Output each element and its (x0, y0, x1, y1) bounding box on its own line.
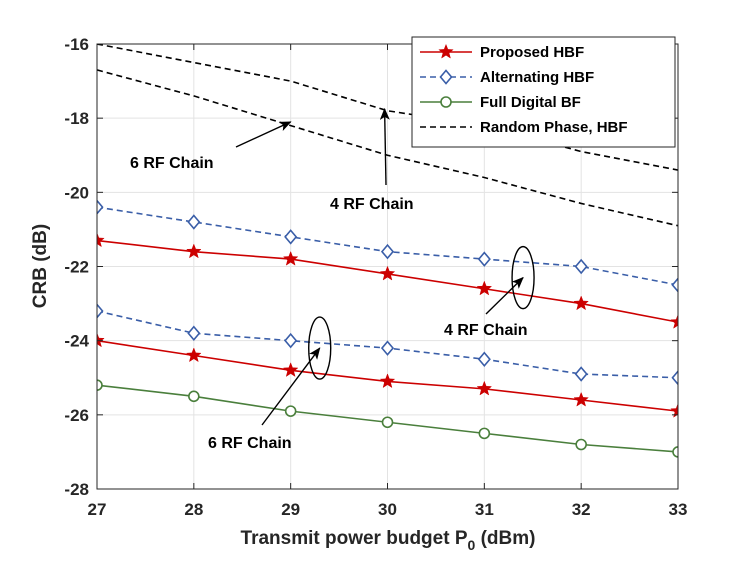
data-point-alternating-hbf-6-rf-chain (284, 332, 298, 349)
series-proposed-hbf-6-rf-chain (97, 332, 678, 418)
x-axis-label: Transmit power budget P0 (dBm) (241, 528, 536, 553)
annotation-label: 4 RF Chain (444, 322, 528, 339)
series-alternating-hbf-4-rf-chain (97, 199, 678, 293)
y-tick-label: -20 (64, 183, 89, 202)
legend-item-alternating-hbf: Alternating HBF (420, 69, 594, 86)
data-point-alternating-hbf-4-rf-chain (187, 214, 201, 230)
x-axis-label-main: Transmit power budget P (241, 528, 468, 549)
annotation-ellipse (308, 316, 332, 380)
x-tick-label: 29 (281, 500, 300, 519)
data-point-proposed-hbf-4-rf-chain (97, 232, 105, 248)
y-tick-label: -16 (64, 35, 89, 54)
y-axis-label: CRB (dB) (30, 224, 51, 308)
legend-item-random-phase-hbf: Random Phase, HBF (420, 119, 628, 136)
legend-label: Proposed HBF (480, 44, 584, 61)
data-point-full-digital-bf (188, 390, 200, 403)
data-point-proposed-hbf-4-rf-chain (573, 295, 589, 311)
data-point-full-digital-bf (575, 438, 587, 451)
data-point-alternating-hbf-4-rf-chain (671, 277, 678, 293)
legend-item-proposed-hbf: Proposed HBF (420, 43, 584, 61)
series-proposed-hbf-4-rf-chain (97, 232, 678, 329)
annotation-label: 6 RF Chain (208, 435, 292, 452)
legend-marker (440, 96, 452, 108)
x-tick-label: 32 (572, 500, 591, 519)
y-tick-label: -22 (64, 258, 89, 277)
x-axis-label-unit: (dBm) (475, 528, 535, 549)
data-point-full-digital-bf (284, 405, 297, 417)
legend-box (411, 36, 676, 148)
legend-label: Alternating HBF (480, 69, 594, 86)
legend-marker (438, 43, 454, 59)
x-tick-label: 33 (669, 500, 688, 519)
annotation-6-rf-chain-1: 6 RF Chain (130, 121, 292, 172)
data-point-alternating-hbf-6-rf-chain (380, 340, 395, 356)
annotation-arrow (485, 276, 524, 315)
data-point-proposed-hbf-6-rf-chain (186, 347, 202, 363)
series-line-random-phase-hbf-6-rf-chain (97, 69, 678, 227)
data-point-proposed-hbf-6-rf-chain (476, 380, 493, 396)
legend: Proposed HBF Alternating HBF Full Digital … (411, 36, 676, 148)
x-tick-label: 27 (88, 500, 107, 519)
x-tick-label: 30 (378, 500, 397, 519)
data-point-alternating-hbf-6-rf-chain (187, 325, 201, 341)
x-axis-label-subscript: 0 (468, 537, 476, 553)
annotation-arrow (379, 107, 390, 186)
annotation-arrow (235, 121, 292, 148)
data-point-proposed-hbf-6-rf-chain (573, 391, 589, 407)
y-tick-label: -24 (64, 332, 89, 351)
data-point-alternating-hbf-4-rf-chain (574, 258, 588, 275)
series-alternating-hbf-6-rf-chain (97, 303, 678, 386)
data-point-full-digital-bf (381, 416, 394, 429)
data-point-alternating-hbf-4-rf-chain (477, 251, 491, 267)
ticks: 27 28 29 30 31 32 33 -16 -18 -20 -22 -24 -26 -28 (64, 35, 687, 519)
data-point-proposed-hbf-6-rf-chain (97, 332, 105, 348)
data-point-alternating-hbf-6-rf-chain (671, 370, 678, 386)
series-random-phase-hbf-6-rf-chain (97, 69, 678, 227)
data-point-proposed-hbf-6-rf-chain (282, 362, 299, 377)
data-point-full-digital-bf (672, 446, 678, 458)
data-point-alternating-hbf-6-rf-chain (477, 351, 491, 367)
data-point-proposed-hbf-6-rf-chain (670, 402, 678, 418)
data-point-full-digital-bf (478, 427, 491, 440)
data-point-proposed-hbf-4-rf-chain (186, 243, 202, 259)
legend-marker (439, 69, 453, 85)
legend-item-full-digital-bf: Full Digital BF (420, 94, 581, 111)
data-point-proposed-hbf-4-rf-chain (282, 250, 299, 266)
annotation-arrow (261, 347, 321, 426)
data-point-alternating-hbf-4-rf-chain (380, 243, 395, 260)
annotation-4-rf-chain-2: 4 RF Chain (330, 107, 414, 213)
annotation-label: 4 RF Chain (330, 196, 414, 213)
y-tick-label: -18 (64, 109, 89, 128)
series-group (97, 44, 678, 458)
x-tick-label: 31 (475, 500, 494, 519)
data-point-proposed-hbf-4-rf-chain (476, 280, 493, 296)
series-full-digital-bf (97, 379, 678, 458)
y-tick-label: -26 (64, 406, 89, 425)
annotations: 6 RF Chain 4 RF Chain 4 RF Chain 6 RF Chain (130, 107, 535, 452)
annotation-label: 6 RF Chain (130, 155, 214, 172)
legend-label: Full Digital BF (480, 94, 581, 111)
data-point-alternating-hbf-6-rf-chain (574, 366, 588, 382)
data-point-proposed-hbf-4-rf-chain (670, 313, 678, 329)
x-tick-label: 28 (184, 500, 203, 519)
legend-label: Random Phase, HBF (480, 119, 628, 136)
data-point-alternating-hbf-6-rf-chain (97, 303, 104, 319)
annotation-4-rf-chain-3: 4 RF Chain (444, 245, 535, 339)
data-point-proposed-hbf-4-rf-chain (379, 265, 396, 281)
data-point-full-digital-bf (97, 379, 103, 391)
data-point-alternating-hbf-4-rf-chain (97, 199, 104, 215)
data-point-proposed-hbf-6-rf-chain (379, 373, 396, 389)
annotation-6-rf-chain-4: 6 RF Chain (208, 316, 332, 452)
y-tick-label: -28 (64, 480, 89, 499)
data-point-alternating-hbf-4-rf-chain (284, 229, 298, 245)
